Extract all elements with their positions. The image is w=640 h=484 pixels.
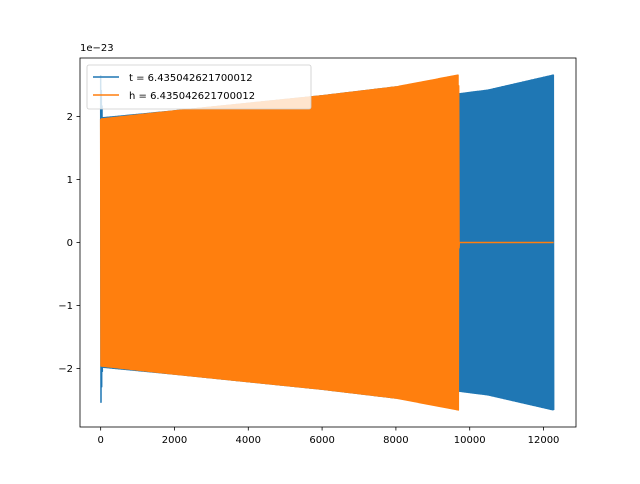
legend-box — [86, 64, 312, 110]
x-tick-label: 6000 — [309, 435, 334, 446]
series-line-2 — [99, 74, 555, 411]
series-layer — [99, 74, 555, 411]
y-tick-label: 1 — [67, 175, 73, 186]
x-tick-label: 8000 — [383, 435, 408, 446]
y-tick-label: 2 — [67, 112, 73, 123]
legend-label-1: t = 6.435042621700012 — [129, 73, 253, 84]
x-tick-label: 10000 — [454, 435, 486, 446]
x-tick-label: 12000 — [528, 435, 560, 446]
x-axis: 0 2000 4000 6000 8000 10000 12000 — [97, 427, 559, 446]
legend: t = 6.435042621700012 h = 6.4350426217000… — [86, 64, 312, 110]
y-tick-label: −2 — [58, 364, 73, 375]
y-axis: −2 −1 0 1 2 — [58, 112, 80, 375]
x-tick-label: 4000 — [236, 435, 261, 446]
x-tick-label: 2000 — [162, 435, 187, 446]
y-offset-text: 1e−23 — [80, 43, 114, 54]
y-tick-label: 0 — [67, 238, 73, 249]
y-tick-label: −1 — [58, 301, 73, 312]
x-tick-label: 0 — [97, 435, 103, 446]
legend-label-2: h = 6.435042621700012 — [129, 91, 255, 102]
